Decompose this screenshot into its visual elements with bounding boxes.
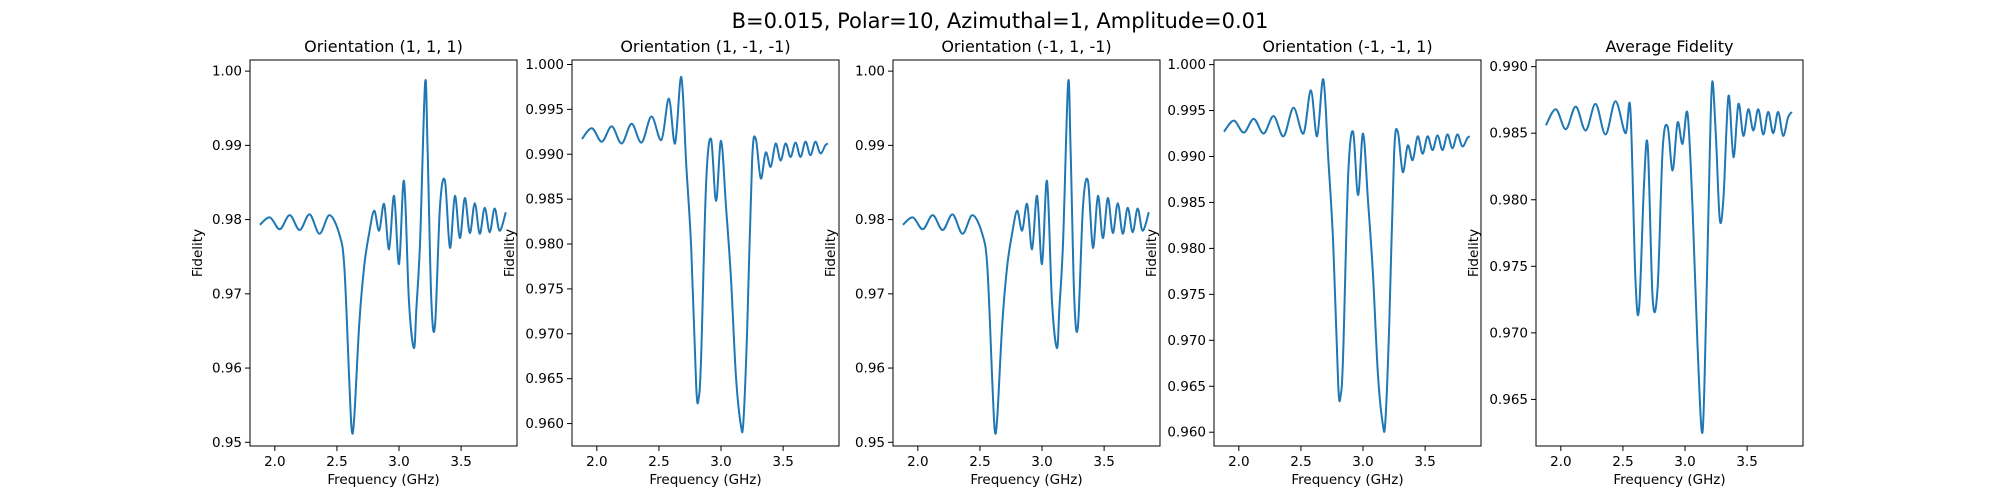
y-tick-label: 0.960 [525, 416, 564, 432]
y-tick-label: 0.965 [1489, 392, 1528, 408]
y-tick-label: 1.00 [855, 64, 885, 80]
y-tick-label: 1.00 [212, 64, 242, 80]
plot-frame-1 [249, 59, 518, 447]
y-axis-label: Fidelity [1144, 229, 1160, 277]
y-tick-label: 0.97 [212, 286, 242, 302]
x-tick-label: 2.0 [586, 454, 607, 470]
fidelity-series-line-4 [1223, 78, 1471, 433]
x-tick-label: 2.0 [1550, 454, 1571, 470]
y-axis-label: Fidelity [823, 229, 839, 277]
y-tick-label: 0.95 [855, 435, 885, 451]
y-tick-label: 0.985 [1167, 195, 1206, 211]
panel-title-3: Orientation (-1, 1, -1) [941, 37, 1111, 56]
y-tick-label: 0.975 [525, 281, 564, 297]
y-tick-label: 0.97 [855, 286, 885, 302]
fidelity-series-line-1 [259, 79, 507, 435]
plot-frame-5 [1535, 59, 1804, 447]
x-tick-label: 2.0 [264, 454, 285, 470]
y-tick-label: 0.970 [1489, 325, 1528, 341]
x-tick-label: 2.5 [1290, 454, 1311, 470]
y-tick-label: 0.975 [1167, 287, 1206, 303]
y-tick-label: 0.98 [212, 212, 242, 228]
y-tick-label: 1.000 [525, 57, 564, 73]
y-tick-label: 0.99 [212, 138, 242, 154]
x-tick-label: 2.0 [1228, 454, 1249, 470]
y-tick-label: 0.980 [1489, 192, 1528, 208]
x-tick-label: 3.5 [1736, 454, 1757, 470]
y-tick-label: 0.965 [525, 371, 564, 387]
y-tick-label: 0.960 [1167, 425, 1206, 441]
y-axis-label: Fidelity [1466, 229, 1482, 277]
fidelity-series-line-5 [1545, 80, 1793, 434]
panel-title-5: Average Fidelity [1606, 37, 1734, 56]
y-tick-label: 0.970 [525, 326, 564, 342]
y-tick-label: 0.990 [1167, 149, 1206, 165]
y-tick-label: 0.965 [1167, 379, 1206, 395]
y-axis-label: Fidelity [190, 229, 206, 277]
plot-frame-3 [892, 59, 1161, 447]
x-tick-label: 3.5 [1414, 454, 1435, 470]
figure-suptitle: B=0.015, Polar=10, Azimuthal=1, Amplitud… [732, 9, 1269, 33]
x-tick-label: 3.5 [1093, 454, 1114, 470]
panel-title-1: Orientation (1, 1, 1) [304, 37, 463, 56]
x-axis-label: Frequency (GHz) [1613, 472, 1725, 488]
plot-frame-4 [1213, 59, 1482, 447]
y-tick-label: 0.990 [1489, 59, 1528, 75]
y-tick-label: 0.995 [525, 102, 564, 118]
y-tick-label: 0.985 [1489, 126, 1528, 142]
y-tick-label: 0.99 [855, 138, 885, 154]
fidelity-series-line-3 [902, 79, 1150, 435]
x-tick-label: 2.5 [1612, 454, 1633, 470]
plot-frame-2 [571, 59, 840, 447]
y-tick-label: 0.990 [525, 147, 564, 163]
x-axis-label: Frequency (GHz) [649, 472, 761, 488]
x-tick-label: 2.5 [326, 454, 347, 470]
x-tick-label: 2.5 [648, 454, 669, 470]
y-tick-label: 0.98 [855, 212, 885, 228]
y-tick-label: 0.975 [1489, 259, 1528, 275]
x-tick-label: 2.5 [969, 454, 990, 470]
y-tick-label: 1.000 [1167, 57, 1206, 73]
fidelity-series-line-2 [581, 76, 829, 434]
x-tick-label: 3.5 [450, 454, 471, 470]
y-tick-label: 0.96 [855, 361, 885, 377]
x-tick-label: 3.0 [1352, 454, 1373, 470]
y-tick-label: 0.970 [1167, 333, 1206, 349]
x-tick-label: 3.0 [710, 454, 731, 470]
x-axis-label: Frequency (GHz) [1291, 472, 1403, 488]
y-tick-label: 0.95 [212, 435, 242, 451]
x-axis-label: Frequency (GHz) [327, 472, 439, 488]
x-tick-label: 3.0 [388, 454, 409, 470]
y-tick-label: 0.995 [1167, 103, 1206, 119]
y-tick-label: 0.980 [525, 237, 564, 253]
y-axis-label: Fidelity [502, 229, 518, 277]
x-axis-label: Frequency (GHz) [970, 472, 1082, 488]
panel-title-4: Orientation (-1, -1, 1) [1262, 37, 1432, 56]
x-tick-label: 3.0 [1674, 454, 1695, 470]
x-tick-label: 3.5 [772, 454, 793, 470]
x-tick-label: 3.0 [1031, 454, 1052, 470]
x-tick-label: 2.0 [907, 454, 928, 470]
panel-title-2: Orientation (1, -1, -1) [620, 37, 790, 56]
y-tick-label: 0.96 [212, 361, 242, 377]
y-tick-label: 0.980 [1167, 241, 1206, 257]
y-tick-label: 0.985 [525, 192, 564, 208]
